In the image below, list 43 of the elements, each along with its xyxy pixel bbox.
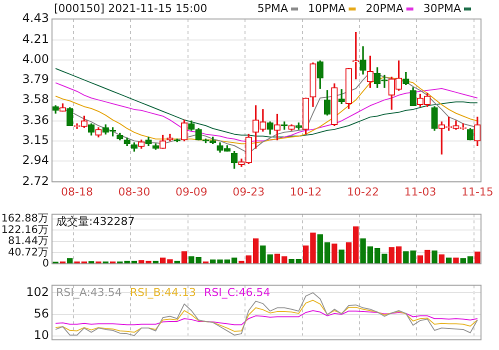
bar: [181, 251, 188, 264]
y-tick-label: 40.72万: [8, 246, 49, 258]
bar: [446, 258, 452, 264]
x-tick-label: 11-03: [404, 185, 436, 198]
legend-label: 10PMA: [308, 2, 346, 15]
bar: [332, 244, 338, 264]
y-tick-label: 0: [42, 257, 49, 270]
bar: [338, 250, 344, 264]
y-tick-label: 102: [26, 284, 49, 299]
x-tick-label: 08-18: [61, 185, 94, 198]
x-tick-label: 08-30: [118, 185, 150, 198]
bar: [67, 258, 73, 264]
bar: [453, 258, 459, 264]
x-tick-label: 09-23: [232, 185, 265, 198]
y-tick-label: 4.21: [22, 32, 49, 46]
bar: [474, 252, 480, 264]
y-tick-label: 4.43: [22, 11, 49, 26]
annotation: 成交量:432287: [56, 215, 135, 228]
y-tick-label: 122.16万: [1, 224, 49, 236]
y-tick-label: 10: [34, 328, 49, 342]
legend-label: 5PMA: [257, 2, 289, 15]
y-tick-label: 3.58: [22, 92, 49, 106]
legend-label: 20PMA: [366, 2, 404, 15]
y-tick-label: 3.79: [22, 72, 49, 86]
candlestick: [338, 89, 345, 104]
y-tick-label: 162.88万: [1, 212, 49, 225]
x-tick-label: 10-12: [290, 185, 322, 198]
y-tick-label: 81.44万: [8, 235, 49, 248]
text: RSI_A:43.54: [56, 286, 122, 300]
x-tick-label: 09-09: [175, 185, 208, 198]
x-tick-label: 11-15: [461, 185, 494, 198]
chart-title: [000150] 2021-11-15 15:00: [54, 2, 208, 15]
y-tick-label: 4.00: [22, 52, 49, 66]
bar: [432, 250, 438, 264]
legend-label: 30PMA: [423, 2, 462, 15]
y-tick-label: 2.94: [22, 152, 49, 167]
y-tick-label: 56: [34, 306, 49, 321]
series-label: RSI_C:46.54: [204, 286, 270, 300]
series-label: RSI_B:44.13: [130, 286, 196, 300]
x-tick-label: 10-22: [347, 185, 380, 198]
y-tick-label: 3.15: [22, 132, 49, 147]
y-tick-label: 2.72: [22, 174, 49, 188]
y-tick-label: 3.36: [22, 112, 49, 127]
